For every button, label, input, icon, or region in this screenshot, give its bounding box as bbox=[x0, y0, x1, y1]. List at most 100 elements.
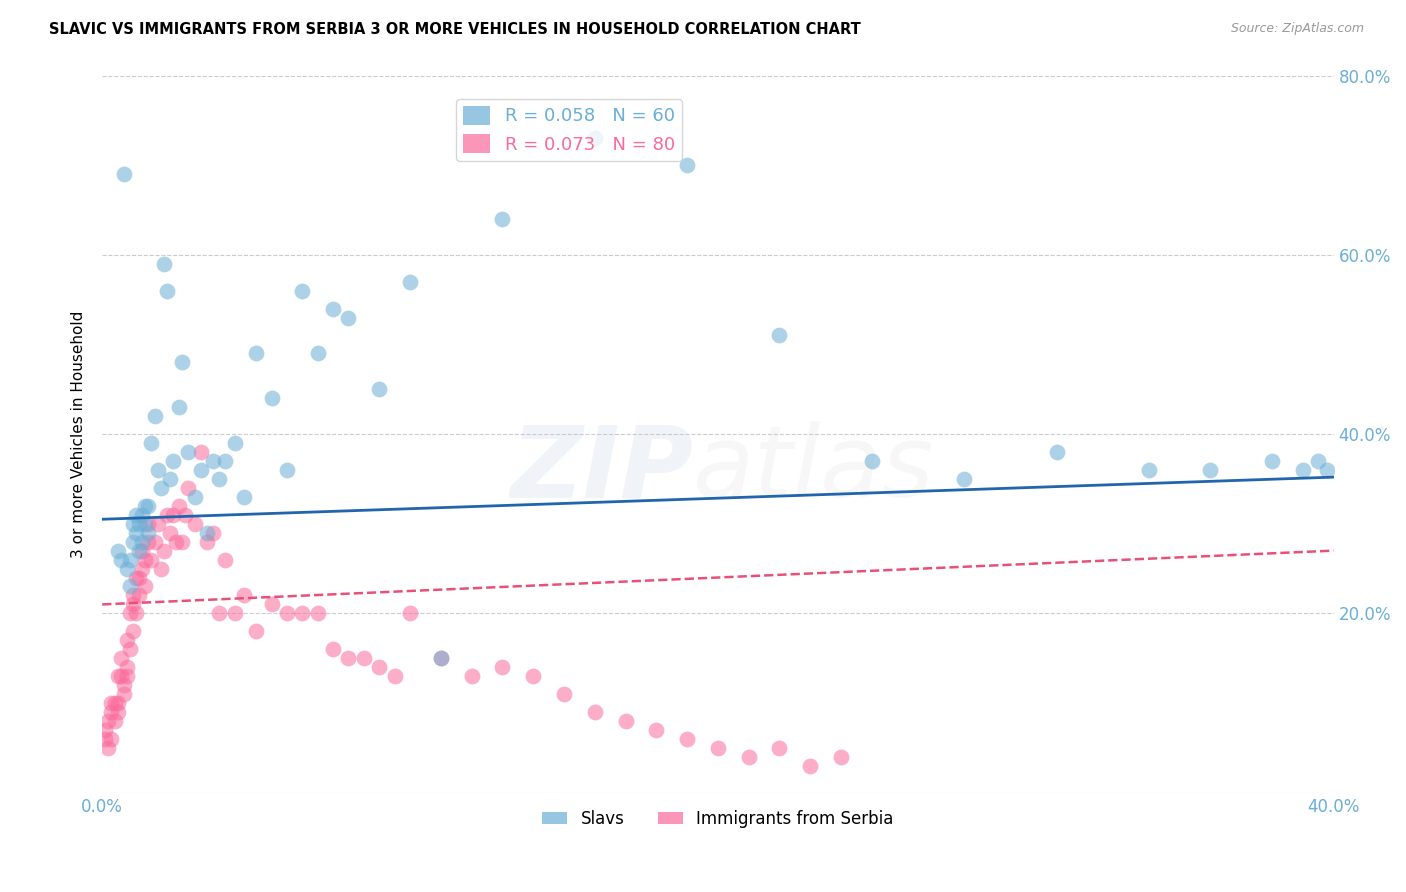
Point bbox=[107, 543, 129, 558]
Point bbox=[112, 687, 135, 701]
Point bbox=[125, 508, 148, 522]
Point bbox=[177, 445, 200, 459]
Point bbox=[430, 651, 453, 665]
Point bbox=[159, 472, 181, 486]
Point bbox=[190, 445, 212, 459]
Point bbox=[122, 534, 145, 549]
Point bbox=[860, 454, 883, 468]
Point bbox=[156, 508, 179, 522]
Point bbox=[553, 687, 575, 701]
Point bbox=[583, 131, 606, 145]
Point bbox=[167, 499, 190, 513]
Point bbox=[107, 705, 129, 719]
Point bbox=[100, 705, 122, 719]
Point bbox=[177, 481, 200, 495]
Point bbox=[307, 607, 329, 621]
Point bbox=[232, 589, 254, 603]
Point bbox=[131, 561, 153, 575]
Point bbox=[830, 749, 852, 764]
Point bbox=[128, 516, 150, 531]
Point bbox=[97, 714, 120, 728]
Point bbox=[208, 607, 231, 621]
Point bbox=[322, 642, 344, 657]
Point bbox=[399, 275, 422, 289]
Point bbox=[202, 454, 225, 468]
Point bbox=[190, 463, 212, 477]
Point bbox=[138, 516, 160, 531]
Point bbox=[953, 472, 976, 486]
Point bbox=[232, 490, 254, 504]
Point bbox=[676, 731, 699, 746]
Point bbox=[260, 598, 283, 612]
Point bbox=[368, 382, 391, 396]
Point bbox=[115, 633, 138, 648]
Point bbox=[214, 454, 236, 468]
Point bbox=[276, 607, 298, 621]
Y-axis label: 3 or more Vehicles in Household: 3 or more Vehicles in Household bbox=[72, 310, 86, 558]
Point bbox=[138, 525, 160, 540]
Point bbox=[491, 211, 513, 226]
Point bbox=[707, 740, 730, 755]
Point bbox=[107, 669, 129, 683]
Point bbox=[152, 257, 174, 271]
Text: ZIP: ZIP bbox=[510, 421, 693, 518]
Point bbox=[583, 705, 606, 719]
Point bbox=[134, 552, 156, 566]
Point bbox=[134, 516, 156, 531]
Point bbox=[208, 472, 231, 486]
Point bbox=[738, 749, 761, 764]
Point bbox=[118, 579, 141, 593]
Point bbox=[134, 579, 156, 593]
Point bbox=[162, 508, 184, 522]
Point bbox=[645, 723, 668, 737]
Point bbox=[174, 508, 197, 522]
Point bbox=[165, 534, 187, 549]
Legend: Slavs, Immigrants from Serbia: Slavs, Immigrants from Serbia bbox=[536, 803, 900, 835]
Point bbox=[1308, 454, 1330, 468]
Point bbox=[384, 669, 406, 683]
Point bbox=[337, 310, 360, 325]
Point bbox=[1292, 463, 1315, 477]
Text: Source: ZipAtlas.com: Source: ZipAtlas.com bbox=[1230, 22, 1364, 36]
Point bbox=[1261, 454, 1284, 468]
Point bbox=[125, 525, 148, 540]
Point bbox=[97, 740, 120, 755]
Point bbox=[118, 552, 141, 566]
Point bbox=[799, 758, 821, 772]
Point bbox=[245, 346, 267, 360]
Point bbox=[143, 534, 166, 549]
Point bbox=[291, 607, 314, 621]
Point bbox=[522, 669, 544, 683]
Point bbox=[122, 598, 145, 612]
Point bbox=[172, 534, 194, 549]
Point bbox=[460, 669, 482, 683]
Point bbox=[430, 651, 453, 665]
Point bbox=[110, 552, 132, 566]
Point bbox=[138, 534, 160, 549]
Point bbox=[103, 696, 125, 710]
Point bbox=[128, 543, 150, 558]
Point bbox=[94, 731, 117, 746]
Point bbox=[131, 534, 153, 549]
Point bbox=[768, 328, 790, 343]
Point bbox=[149, 481, 172, 495]
Point bbox=[224, 607, 246, 621]
Point bbox=[125, 570, 148, 584]
Point bbox=[353, 651, 375, 665]
Point bbox=[183, 490, 205, 504]
Point bbox=[291, 284, 314, 298]
Point bbox=[100, 731, 122, 746]
Point bbox=[172, 355, 194, 369]
Point bbox=[149, 561, 172, 575]
Point bbox=[167, 400, 190, 414]
Point bbox=[156, 284, 179, 298]
Point bbox=[143, 409, 166, 424]
Point bbox=[115, 669, 138, 683]
Point bbox=[110, 651, 132, 665]
Text: SLAVIC VS IMMIGRANTS FROM SERBIA 3 OR MORE VEHICLES IN HOUSEHOLD CORRELATION CHA: SLAVIC VS IMMIGRANTS FROM SERBIA 3 OR MO… bbox=[49, 22, 860, 37]
Point bbox=[112, 678, 135, 692]
Point bbox=[103, 714, 125, 728]
Point bbox=[224, 436, 246, 450]
Point bbox=[491, 660, 513, 674]
Point bbox=[183, 516, 205, 531]
